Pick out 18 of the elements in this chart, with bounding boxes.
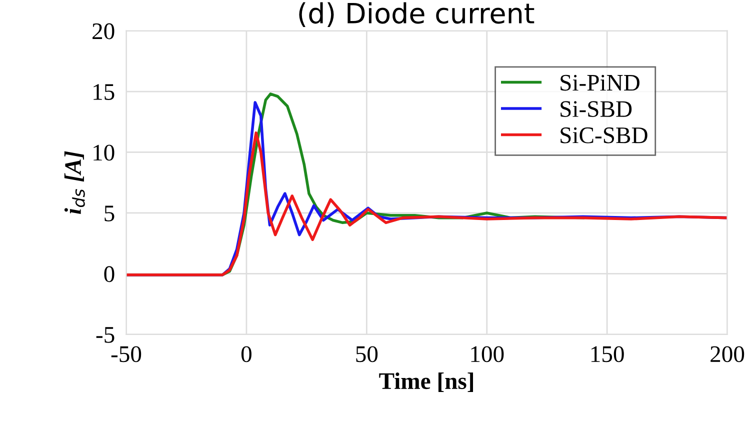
y-tick-label: 10	[94, 144, 114, 161]
legend-label: SiC-SBD	[560, 127, 648, 144]
x-tick-label: 50	[356, 346, 378, 362]
y-axis-title: i$_{ds}$ [A]	[64, 151, 85, 214]
x-tick-label: 200	[710, 346, 744, 362]
x-tick-label: 150	[591, 346, 624, 362]
legend-label: Si-SBD	[560, 101, 632, 118]
y-tick-label: 5	[104, 206, 114, 222]
chart-title: (d) Diode current	[299, 2, 534, 27]
x-tick-label: 100	[471, 346, 504, 362]
x-axis-title: Time [ns]	[379, 372, 474, 392]
y-tick-label: 0	[104, 266, 114, 282]
x-tick-label: -50	[111, 346, 142, 362]
y-tick-label: 15	[94, 84, 114, 100]
x-tick-label: 0	[241, 346, 252, 362]
y-tick-label: -5	[96, 327, 114, 343]
legend-label: Si-PiND	[560, 74, 640, 91]
y-tick-label: 20	[92, 23, 114, 40]
